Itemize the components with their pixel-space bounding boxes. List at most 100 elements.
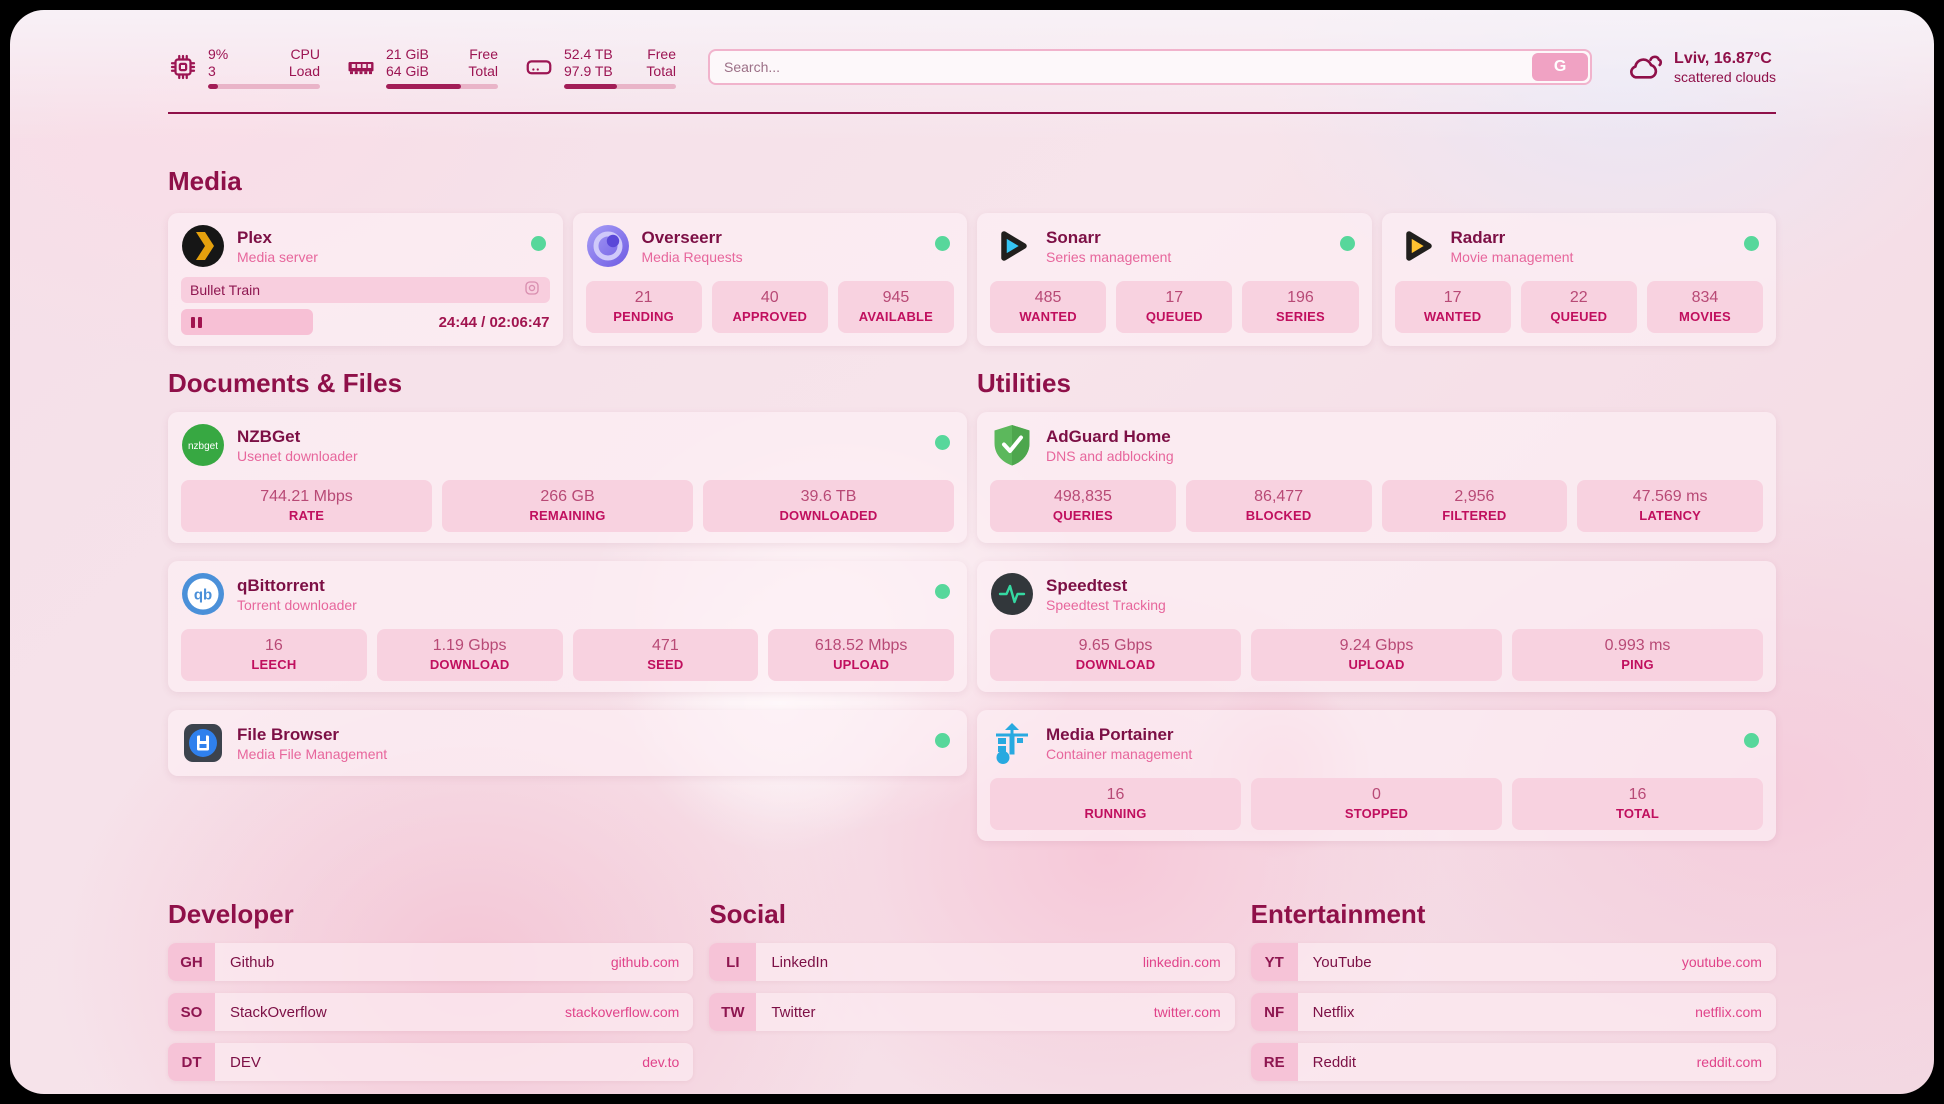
section-title-utilities: Utilities [977,368,1071,398]
bookmark-youtube[interactable]: YT YouTube youtube.com [1250,943,1776,981]
status-online-dot [935,733,950,748]
status-online-dot [530,236,546,251]
stat-queries: 498,835 QUERIES [990,480,1176,532]
status-online-dot [935,435,950,450]
app-card-portainer[interactable]: Media Portainer Container management 16 R… [977,710,1776,841]
app-card-nzbget[interactable]: nzbget NZBGet Usenet downloader 744.21 M… [168,412,967,543]
pause-button[interactable] [181,309,313,335]
search-input[interactable] [712,59,1533,75]
stat-row: 16 LEECH 1.19 Gbps DOWNLOAD 471 SEED 618.52… [181,629,954,681]
ram-total: 64 GiB [386,62,429,79]
app-subtitle: Torrent downloader [237,596,357,613]
ram-label: Free [469,45,498,62]
stat-row: 485 WANTED 17 QUEUED 196 SERIES [990,281,1359,333]
app-subtitle: Container management [1046,745,1193,762]
svg-text:nzbget: nzbget [188,441,218,452]
section-title-entertainment: Entertainment [1250,899,1426,929]
bookmark-label: DEV [230,1053,261,1071]
bookmark-url: stackoverflow.com [564,1004,680,1020]
app-card-plex[interactable]: Plex Media server Bullet Train 24:44 / 0… [168,213,563,346]
bookmark-label: Github [230,953,275,971]
search-engine-button[interactable]: G [1532,53,1589,81]
bookmark-stackoverflow[interactable]: SO StackOverflow stackoverflow.com [168,993,694,1031]
header-divider [168,112,1776,114]
sonarr-icon [990,224,1034,268]
status-online-dot [1744,733,1759,748]
system-stats: 9% CPU 3 Load 21 GiB Free 64 GiB Total [168,46,676,89]
cloud-icon [1626,48,1664,87]
cpu-label2: Load [288,62,320,79]
bookmark-badge: GH [168,943,215,981]
stat-row: 21 PENDING 40 APPROVED 945 AVAILABLE [585,281,955,333]
bookmark-label: StackOverflow [230,1003,327,1021]
social-section: Social LI LinkedIn linkedin.com TW Twitt… [709,899,1235,1081]
stat-rate: 744.21 Mbps RATE [181,480,432,532]
bookmark-twitter[interactable]: TW Twitter twitter.com [709,993,1235,1031]
app-subtitle: Movie management [1450,248,1574,265]
bookmark-label: Twitter [771,1003,816,1021]
disk-total: 97.9 TB [564,62,613,79]
weather-condition: scattered clouds [1674,69,1776,85]
bookmark-badge: TW [709,993,757,1031]
app-card-sonarr[interactable]: Sonarr Series management 485 WANTED 17 QUE… [977,213,1372,346]
stat-blocked: 86,477 BLOCKED [1185,480,1372,532]
app-title: qBittorrent [237,575,325,595]
stat-download: 9.65 Gbps DOWNLOAD [990,629,1241,681]
bookmark-url: github.com [610,954,680,970]
app-subtitle: Media server [237,248,318,265]
entertainment-section: Entertainment YT YouTube youtube.com NF … [1250,899,1776,1081]
media-grid: Plex Media server Bullet Train 24:44 / 0… [168,213,1776,346]
stat-row: 498,835 QUERIES 86,477 BLOCKED 2,956 FILTER… [990,480,1763,532]
stat-running: 16 RUNNING [990,778,1241,830]
app-subtitle: Series management [1046,248,1172,265]
stat-seed: 471 SEED [572,629,759,681]
bookmark-dev[interactable]: DT DEV dev.to [168,1043,694,1081]
adguard-icon [990,423,1034,467]
app-title: Sonarr [1046,227,1101,247]
stat-remaining: 266 GB REMAINING [442,480,693,532]
bookmark-badge: SO [168,993,215,1031]
cpu-temp: 3 [208,62,216,79]
stat-row: 17 WANTED 22 QUEUED 834 MOVIES [1394,281,1764,333]
status-online-dot [1339,236,1355,251]
stat-series: 196 SERIES [1242,281,1359,333]
app-card-adguard[interactable]: AdGuard Home DNS and adblocking 498,835 Q… [977,412,1776,543]
app-card-overseerr[interactable]: Overseerr Media Requests 21 PENDING 40 APP… [572,213,967,346]
overseerr-icon [586,224,630,268]
svg-text:qb: qb [194,587,212,604]
stat-total: 16 TOTAL [1512,778,1763,830]
developer-section: Developer GH Github github.com SO StackO… [168,899,694,1081]
app-title: Media Portainer [1046,724,1174,744]
stat-movies: 834 MOVIES [1646,281,1764,333]
app-card-filebrowser[interactable]: File Browser Media File Management [168,710,967,776]
qbittorrent-icon: qb [181,572,225,616]
stat-approved: 40 APPROVED [711,281,828,333]
cpu-icon [168,52,198,82]
app-card-qbittorrent[interactable]: qb qBittorrent Torrent downloader 16 LEEC… [168,561,967,692]
status-online-dot [935,584,950,599]
section-title-documents: Documents & Files [168,368,403,398]
stat-wanted: 485 WANTED [990,281,1107,333]
cpu-stat: 9% CPU 3 Load [168,46,320,89]
disk-icon [524,52,554,82]
bookmark-url: twitter.com [1153,1004,1221,1020]
stat-stopped: 0 STOPPED [1251,778,1502,830]
documents-column: Documents & Files nzbget NZBGet Usenet d… [168,368,967,841]
bookmark-netflix[interactable]: NF Netflix netflix.com [1250,993,1776,1031]
app-subtitle: Speedtest Tracking [1046,596,1166,613]
stat-latency: 47.569 ms LATENCY [1577,480,1763,532]
bookmark-reddit[interactable]: RE Reddit reddit.com [1250,1043,1776,1081]
disk-progressbar [564,83,676,89]
app-card-radarr[interactable]: Radarr Movie management 17 WANTED 22 QUEUE… [1381,213,1776,346]
bookmark-badge: DT [168,1043,215,1081]
stat-queued: 22 QUEUED [1520,281,1637,333]
bookmark-linkedin[interactable]: LI LinkedIn linkedin.com [709,943,1235,981]
cpu-progressbar [208,83,320,89]
search-bar: G [708,49,1593,85]
stat-row: 9.65 Gbps DOWNLOAD 9.24 Gbps UPLOAD 0.993 … [990,629,1763,681]
bookmark-github[interactable]: GH Github github.com [168,943,694,981]
ram-progressbar [386,83,498,89]
app-card-speedtest[interactable]: Speedtest Speedtest Tracking 9.65 Gbps DO… [977,561,1776,692]
app-title: AdGuard Home [1046,426,1171,446]
dashboard-root: 9% CPU 3 Load 21 GiB Free 64 GiB Total [10,10,1934,1094]
